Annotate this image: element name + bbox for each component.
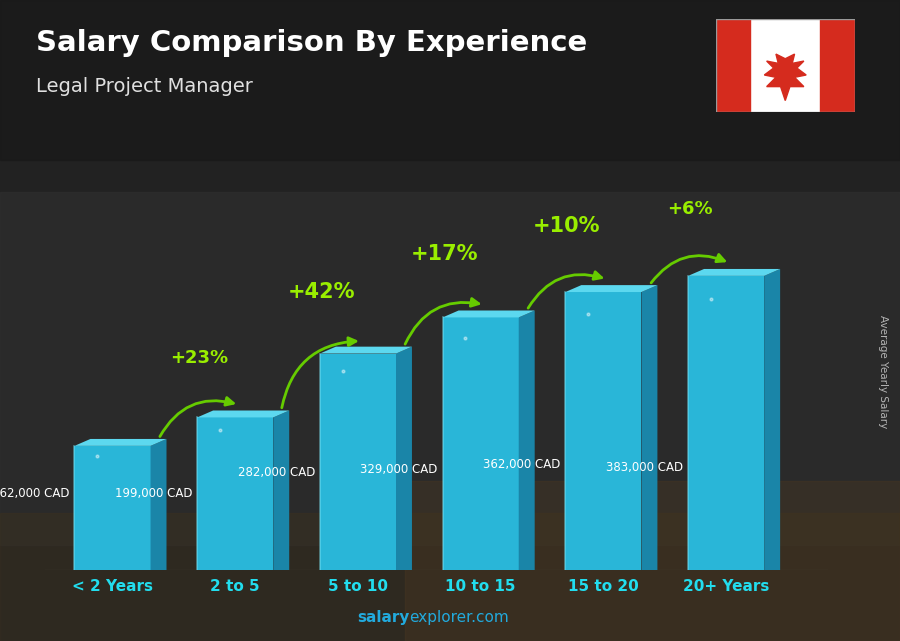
Polygon shape <box>396 347 412 570</box>
Polygon shape <box>565 292 642 570</box>
Text: +42%: +42% <box>288 281 356 302</box>
Text: 162,000 CAD: 162,000 CAD <box>0 487 69 500</box>
Polygon shape <box>197 410 289 417</box>
Polygon shape <box>320 347 412 354</box>
Polygon shape <box>274 410 289 570</box>
Bar <box>0 0 900 160</box>
Bar <box>820 19 855 112</box>
Polygon shape <box>75 439 166 446</box>
Text: +17%: +17% <box>410 244 478 263</box>
Text: 282,000 CAD: 282,000 CAD <box>238 467 315 479</box>
Text: +10%: +10% <box>533 216 600 237</box>
Bar <box>0 513 900 641</box>
Polygon shape <box>518 310 535 570</box>
Bar <box>0 192 900 545</box>
Text: 329,000 CAD: 329,000 CAD <box>360 463 437 476</box>
Polygon shape <box>197 417 274 570</box>
Polygon shape <box>443 310 535 317</box>
Polygon shape <box>443 317 518 570</box>
Text: Salary Comparison By Experience: Salary Comparison By Experience <box>36 29 587 57</box>
Polygon shape <box>688 269 780 276</box>
Polygon shape <box>764 54 806 101</box>
Bar <box>716 19 751 112</box>
Text: salary: salary <box>357 610 410 625</box>
Bar <box>405 481 900 641</box>
Polygon shape <box>75 446 150 570</box>
Text: +6%: +6% <box>667 200 713 218</box>
Text: +23%: +23% <box>170 349 228 367</box>
Text: 362,000 CAD: 362,000 CAD <box>483 458 561 471</box>
Text: Average Yearly Salary: Average Yearly Salary <box>878 315 887 428</box>
Text: 199,000 CAD: 199,000 CAD <box>115 487 193 501</box>
Polygon shape <box>320 354 396 570</box>
Polygon shape <box>764 269 780 570</box>
Polygon shape <box>565 285 657 292</box>
Polygon shape <box>150 439 166 570</box>
Polygon shape <box>642 285 657 570</box>
Text: explorer.com: explorer.com <box>410 610 509 625</box>
Text: Legal Project Manager: Legal Project Manager <box>36 77 253 96</box>
Polygon shape <box>688 276 764 570</box>
Text: 383,000 CAD: 383,000 CAD <box>606 461 683 474</box>
